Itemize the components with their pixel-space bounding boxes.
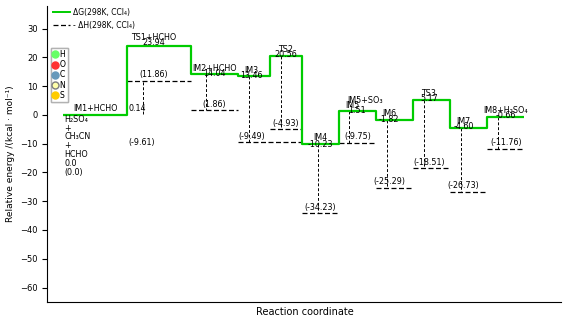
Text: 0.0: 0.0: [65, 159, 77, 168]
Text: IM5: IM5: [345, 101, 359, 110]
Legend: H, O, C, N, S: H, O, C, N, S: [51, 48, 68, 102]
Text: +: +: [65, 124, 71, 133]
Text: IM7: IM7: [456, 117, 471, 126]
Text: IM6: IM6: [382, 109, 396, 118]
Text: (-18.51): (-18.51): [413, 158, 445, 167]
Text: -1.82: -1.82: [379, 115, 400, 124]
Text: 0.14: 0.14: [128, 104, 146, 113]
Text: IM2+HCHO: IM2+HCHO: [192, 64, 236, 73]
Text: (-9.49): (-9.49): [238, 132, 265, 141]
Text: IM3: IM3: [244, 66, 259, 75]
Text: IM5+SO₃: IM5+SO₃: [347, 96, 383, 105]
Text: 5.17: 5.17: [420, 94, 438, 103]
Y-axis label: Relative energy /(kcal · mol⁻¹): Relative energy /(kcal · mol⁻¹): [6, 85, 15, 222]
Text: (-4.93): (-4.93): [273, 119, 299, 128]
Text: (-34.23): (-34.23): [304, 203, 336, 212]
X-axis label: Reaction coordinate: Reaction coordinate: [256, 307, 353, 318]
Text: TS2: TS2: [278, 45, 293, 54]
Text: (0.0): (0.0): [65, 168, 83, 177]
Text: CH₃CN: CH₃CN: [65, 132, 91, 141]
Text: -0.66: -0.66: [496, 111, 516, 120]
Text: 23.94: 23.94: [142, 38, 165, 47]
Text: IM1+HCHO: IM1+HCHO: [73, 104, 117, 113]
Text: TS3: TS3: [421, 89, 437, 98]
Text: -4.60: -4.60: [453, 122, 473, 131]
Text: IM4: IM4: [314, 133, 327, 142]
Text: 14.04: 14.04: [203, 69, 226, 78]
Text: 20.56: 20.56: [274, 50, 297, 59]
Text: (-11.76): (-11.76): [490, 138, 522, 147]
Text: 13.46: 13.46: [240, 71, 263, 80]
Text: (1.86): (1.86): [202, 100, 226, 109]
Text: H₂SO₄: H₂SO₄: [65, 115, 88, 124]
Text: (-9.61): (-9.61): [128, 138, 155, 147]
Text: -10.23: -10.23: [308, 140, 333, 149]
Text: (-9.75): (-9.75): [344, 132, 371, 141]
Text: (-26.73): (-26.73): [447, 181, 479, 190]
Text: 1.51: 1.51: [349, 107, 366, 115]
Text: +: +: [65, 141, 71, 150]
Text: (-25.29): (-25.29): [373, 177, 405, 186]
Text: (11.86): (11.86): [139, 70, 168, 79]
Text: IM8+H₂SO₄: IM8+H₂SO₄: [484, 106, 528, 115]
Text: HCHO: HCHO: [65, 150, 88, 159]
Text: TS1+HCHO: TS1+HCHO: [131, 33, 176, 42]
